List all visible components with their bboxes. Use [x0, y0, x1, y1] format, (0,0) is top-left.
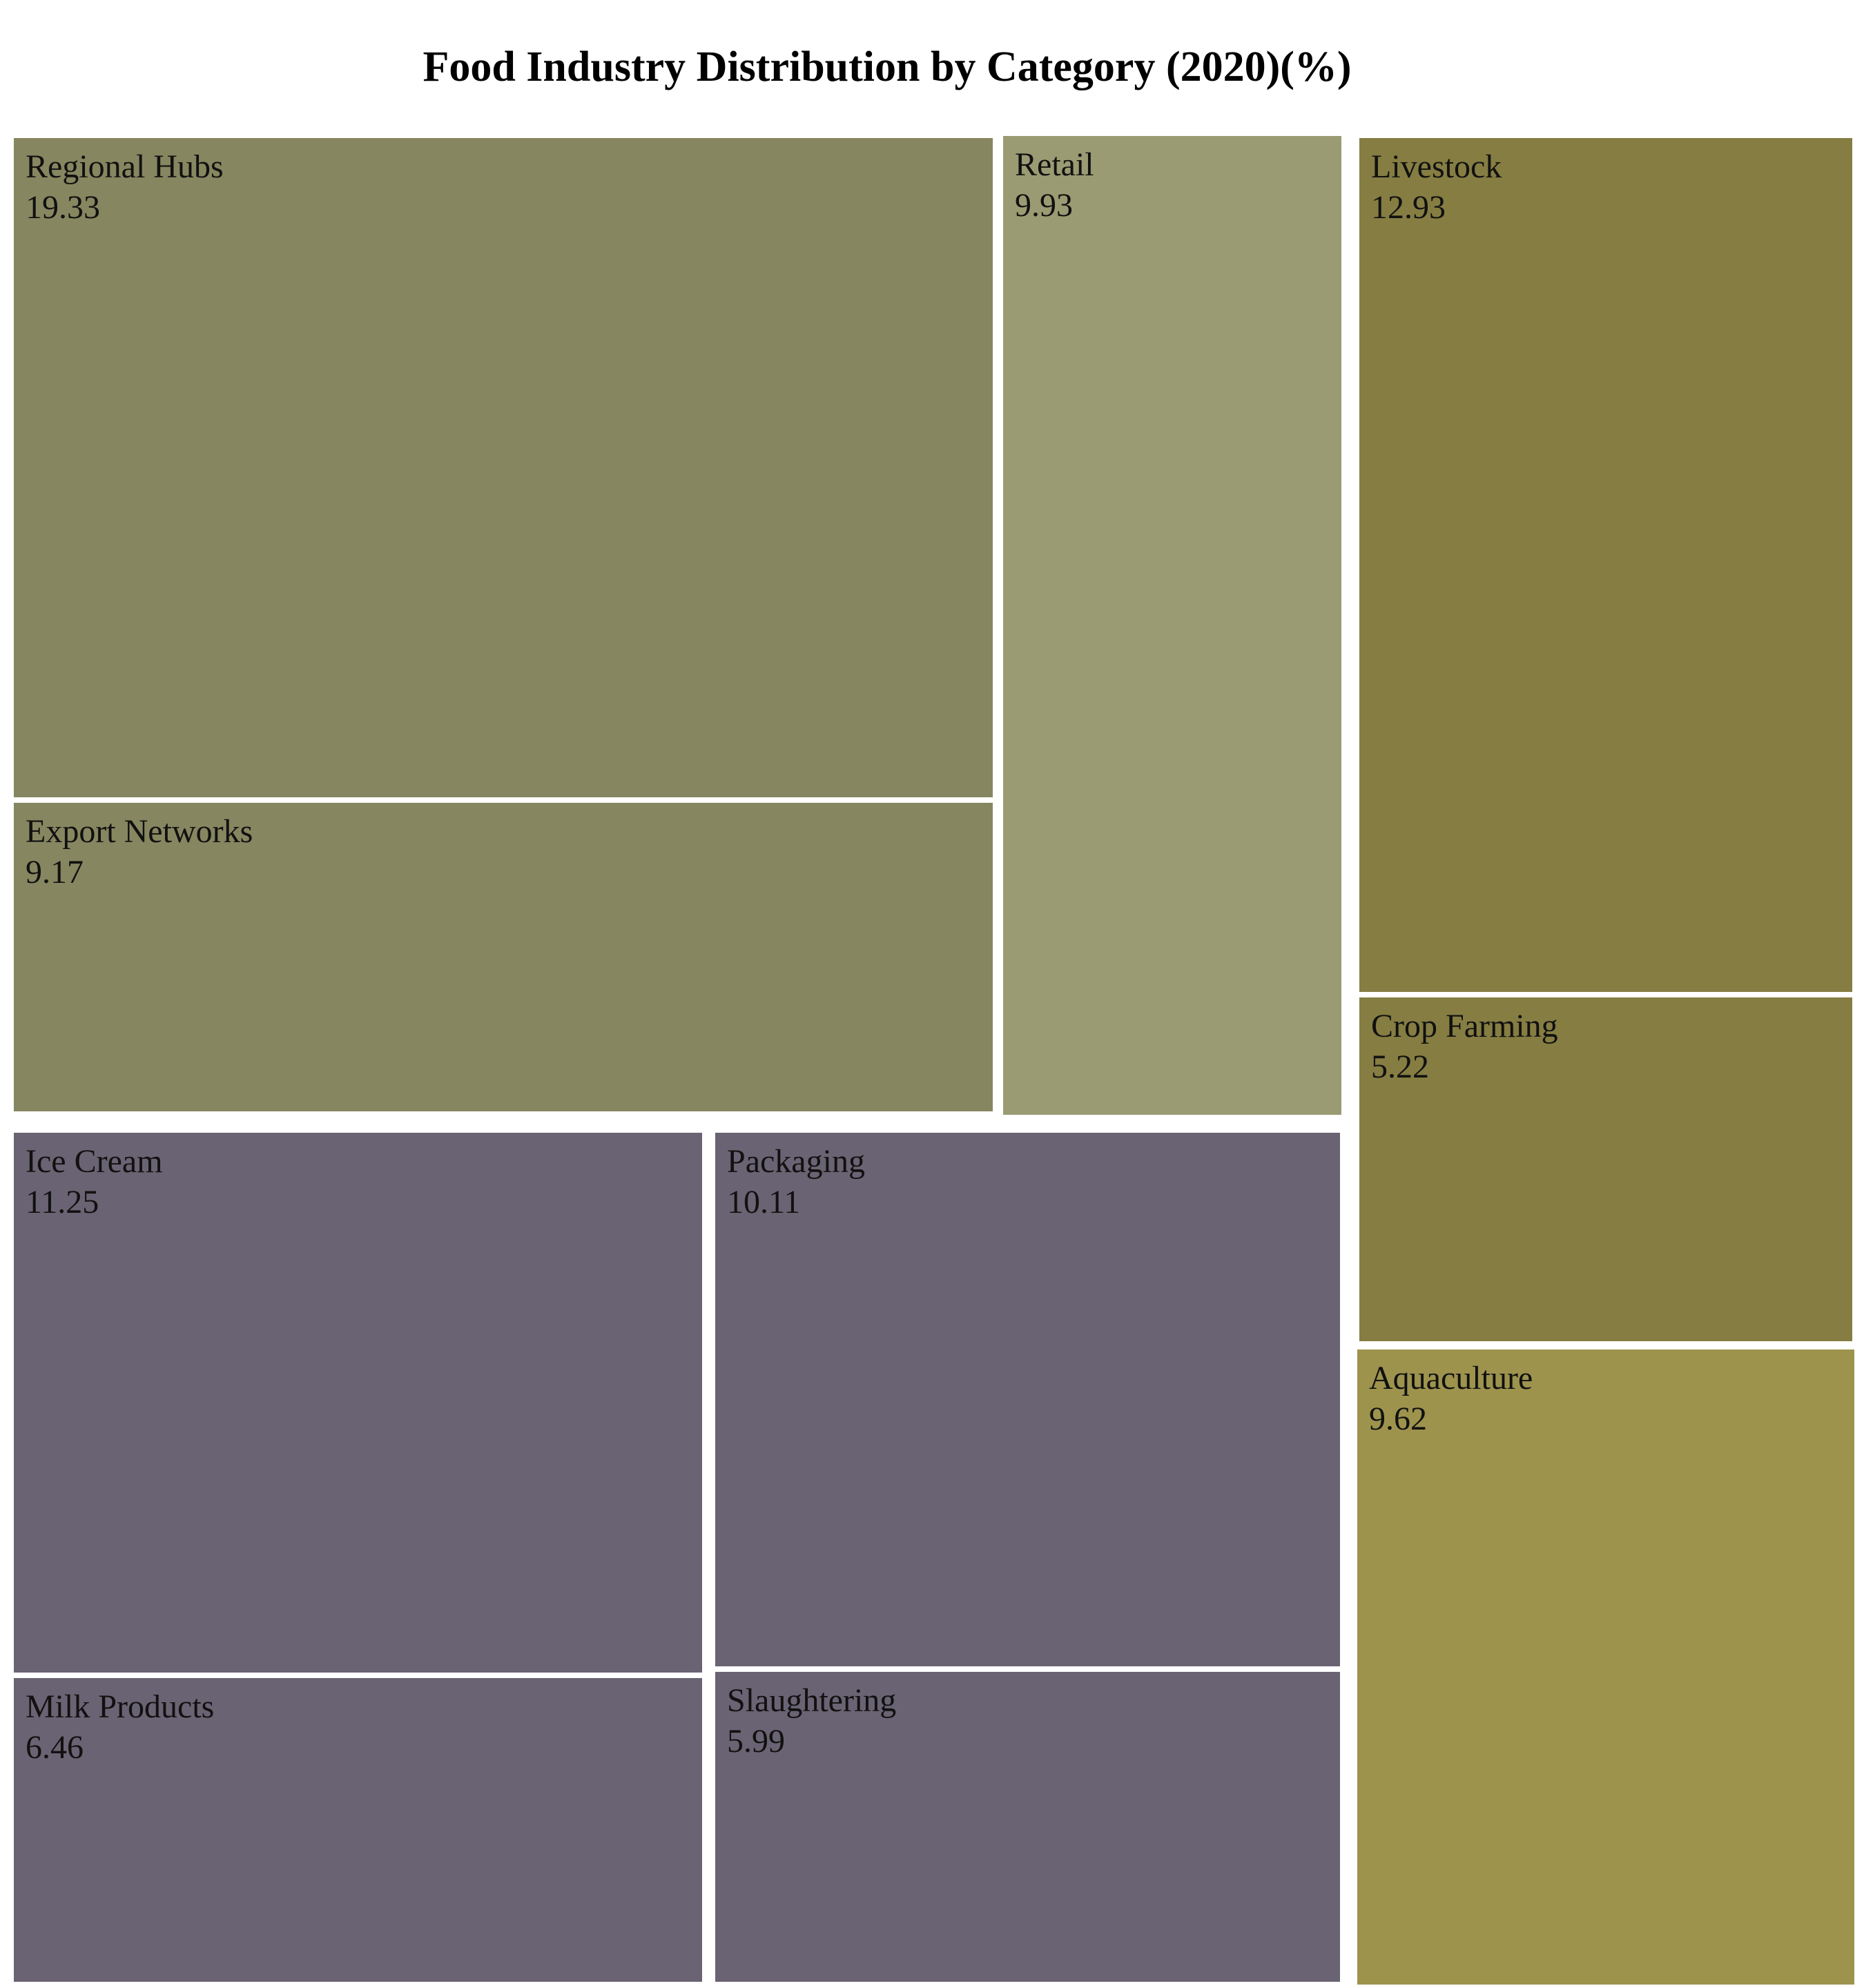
tile-ice-cream: [14, 1133, 702, 1673]
tile-value-crop-farming: 5.22: [1371, 1049, 1429, 1085]
tile-slaughtering: [715, 1672, 1340, 1982]
tile-label-aquaculture: Aquaculture: [1369, 1360, 1533, 1396]
tile-value-packaging: 10.11: [727, 1184, 800, 1220]
tile-label-crop-farming: Crop Farming: [1371, 1008, 1558, 1044]
chart-title: Food Industry Distribution by Category (…: [423, 43, 1352, 90]
tile-value-regional-hubs: 19.33: [26, 189, 100, 226]
tile-retail: [1003, 136, 1341, 1115]
tile-label-slaughtering: Slaughtering: [727, 1682, 896, 1719]
tile-value-milk-products: 6.46: [26, 1729, 84, 1766]
tile-aquaculture: [1357, 1349, 1854, 1985]
tile-label-regional-hubs: Regional Hubs: [26, 148, 224, 185]
tile-label-milk-products: Milk Products: [26, 1688, 214, 1725]
tile-regional-hubs: [14, 138, 993, 797]
tile-export-networks: [14, 803, 993, 1111]
tile-label-packaging: Packaging: [727, 1143, 865, 1180]
tile-label-livestock: Livestock: [1371, 148, 1502, 185]
tile-crop-farming: [1359, 997, 1852, 1341]
tile-milk-products: [14, 1678, 702, 1982]
tile-value-slaughtering: 5.99: [727, 1723, 785, 1760]
tile-livestock: [1359, 138, 1852, 992]
tile-value-aquaculture: 9.62: [1369, 1401, 1427, 1437]
tile-packaging: [715, 1133, 1340, 1666]
tile-label-ice-cream: Ice Cream: [26, 1143, 163, 1180]
tile-value-livestock: 12.93: [1371, 189, 1446, 226]
tile-label-export-networks: Export Networks: [26, 813, 253, 850]
tile-value-export-networks: 9.17: [26, 854, 84, 890]
tile-label-retail: Retail: [1015, 146, 1094, 183]
tile-value-retail: 9.93: [1015, 187, 1073, 224]
tile-value-ice-cream: 11.25: [26, 1184, 99, 1220]
